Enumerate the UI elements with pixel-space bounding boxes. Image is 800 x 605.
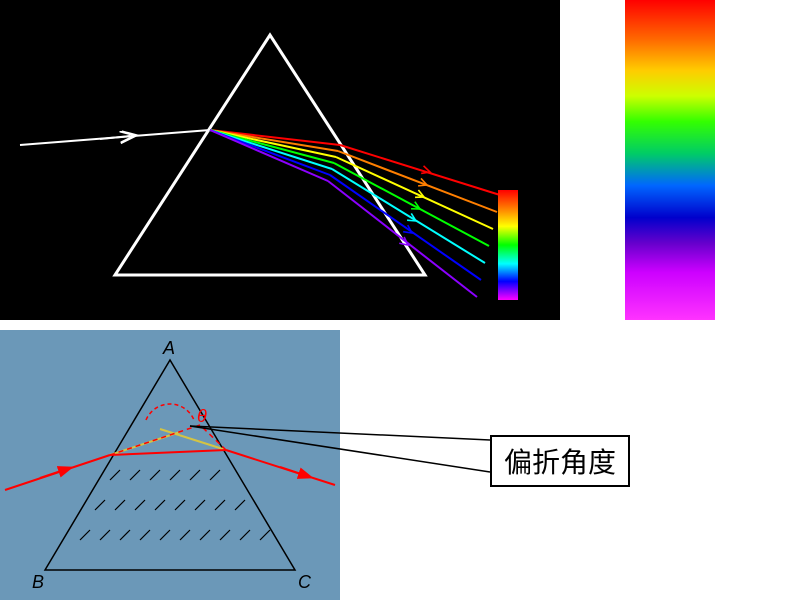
deviation-angle-label: 偏折角度 xyxy=(490,435,630,487)
callout-leader xyxy=(0,0,800,600)
deviation-angle-text: 偏折角度 xyxy=(504,447,616,478)
